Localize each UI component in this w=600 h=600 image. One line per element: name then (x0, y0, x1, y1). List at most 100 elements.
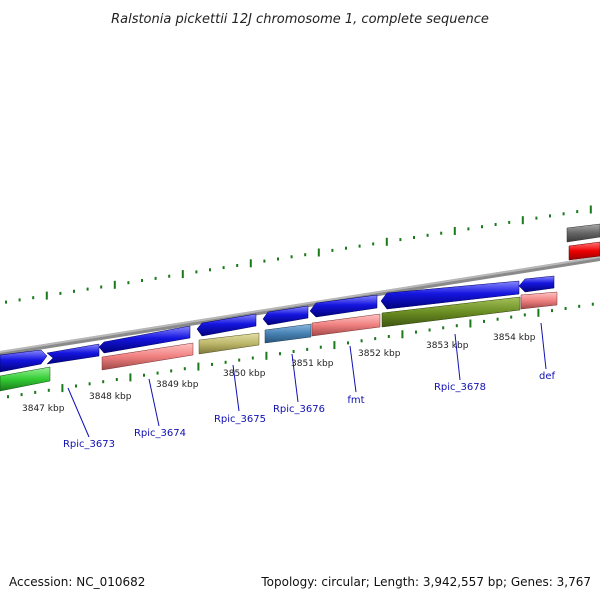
minor-tick (102, 380, 105, 384)
minor-tick (100, 285, 103, 289)
tick-label: 3847 kbp (22, 404, 65, 414)
cds-feature[interactable] (198, 332, 260, 355)
minor-tick (360, 339, 363, 343)
tick-label: 3850 kbp (223, 369, 266, 379)
major-tick (265, 351, 268, 360)
gene-label[interactable]: Rpic_3678 (434, 382, 486, 393)
minor-tick (34, 390, 37, 394)
leader-line (540, 322, 547, 370)
minor-tick (345, 246, 347, 250)
label-leaders (67, 322, 547, 438)
gene-label[interactable]: Rpic_3676 (273, 404, 325, 415)
gene-label[interactable]: fmt (347, 395, 364, 406)
minor-tick (440, 231, 443, 235)
gene-label[interactable]: Rpic_3674 (134, 428, 186, 439)
minor-tick (576, 210, 579, 214)
cds-feature[interactable] (0, 366, 51, 392)
upper-major-ticks (45, 205, 592, 300)
gene-arrow[interactable] (518, 275, 555, 293)
minor-tick (115, 378, 118, 381)
minor-tick (578, 304, 581, 308)
major-tick (453, 227, 456, 235)
gene-arrow[interactable] (380, 280, 520, 310)
minor-tick (483, 319, 485, 323)
major-tick (521, 216, 524, 225)
major-tick (113, 280, 116, 289)
leader-line (148, 378, 160, 427)
coordinate-labels: 3847 kbp 3848 kbp 3849 kbp 3850 kbp 3851… (22, 333, 536, 414)
major-tick (61, 384, 64, 393)
gene-label[interactable]: Rpic_3673 (63, 439, 115, 450)
gene-arrow[interactable] (46, 343, 100, 365)
minor-tick (591, 302, 594, 306)
minor-tick (88, 382, 91, 386)
leader-line (67, 387, 90, 438)
minor-tick (426, 233, 429, 237)
minor-tick (372, 242, 375, 246)
minor-tick (508, 220, 511, 224)
minor-tick (494, 223, 497, 226)
major-tick (317, 248, 320, 257)
minor-tick (277, 257, 279, 261)
minor-tick (551, 309, 553, 313)
minor-tick (496, 317, 499, 321)
minor-tick (304, 253, 307, 257)
minor-tick (141, 279, 143, 282)
major-tick (45, 291, 48, 300)
minor-tick (442, 326, 445, 330)
gene-arrow[interactable] (262, 305, 309, 326)
major-tick (537, 308, 540, 317)
cds-feature[interactable] (568, 241, 600, 261)
major-tick (129, 373, 132, 382)
minor-tick (292, 350, 295, 353)
gene-arrow[interactable] (309, 294, 378, 318)
minor-tick (263, 259, 266, 263)
minor-tick (306, 347, 309, 351)
minor-tick (415, 330, 417, 334)
leader-line (349, 345, 357, 393)
minor-tick (428, 328, 431, 332)
minor-tick (399, 238, 402, 242)
gene-arrow[interactable] (98, 325, 191, 354)
major-tick (589, 205, 592, 214)
minor-tick (170, 369, 173, 373)
minor-tick (290, 255, 293, 259)
cds-feature[interactable] (311, 313, 381, 337)
major-tick (197, 362, 200, 371)
minor-tick (251, 356, 254, 360)
minor-tick (156, 371, 159, 375)
minor-tick (510, 315, 513, 319)
tick-label: 3854 kbp (493, 333, 536, 343)
minor-tick (387, 335, 390, 338)
tick-label: 3852 kbp (358, 349, 401, 359)
lower-major-ticks (61, 308, 540, 393)
minor-tick (236, 264, 239, 267)
cds-feature[interactable] (264, 323, 312, 344)
major-tick (469, 319, 472, 328)
major-tick (249, 259, 252, 268)
minor-tick (59, 291, 62, 295)
minor-tick (5, 300, 7, 304)
cds-feature[interactable] (101, 342, 194, 371)
major-tick (401, 330, 404, 339)
minor-tick (18, 298, 21, 302)
tick-label: 3848 kbp (89, 392, 132, 402)
map-title: Ralstonia pickettii 12J chromosome 1, co… (111, 12, 489, 27)
tick-label: 3853 kbp (426, 341, 469, 351)
minor-tick (7, 395, 9, 399)
minor-tick (319, 345, 322, 349)
tick-label: 3851 kbp (291, 359, 334, 369)
gene-arrow[interactable] (196, 313, 257, 337)
minor-tick (154, 276, 157, 280)
cds-feature[interactable] (520, 291, 558, 310)
gene-label[interactable]: def (539, 371, 556, 382)
cds-track (0, 223, 600, 392)
gene-arrow[interactable] (0, 349, 48, 373)
leader-line (291, 353, 299, 403)
cds-feature[interactable] (381, 296, 521, 328)
major-tick (333, 341, 336, 350)
cds-feature[interactable] (566, 223, 600, 243)
gene-label[interactable]: Rpic_3675 (214, 414, 266, 425)
major-tick (181, 270, 184, 279)
minor-tick (183, 367, 186, 371)
